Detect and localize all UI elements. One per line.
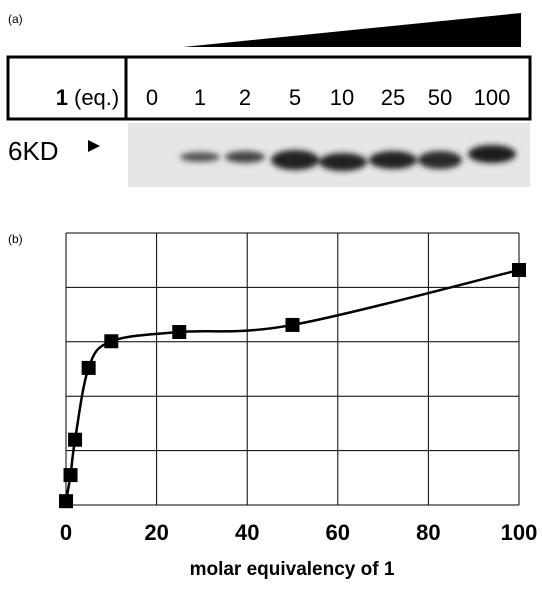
- figure: (a) 1 (eq.) 6KD (b) molar equivalency of…: [0, 0, 542, 585]
- data-point: [64, 468, 78, 482]
- lane-label: 2: [239, 85, 251, 110]
- x-axis-label: molar equivalency of 1: [190, 559, 395, 580]
- row-label-bold: 1: [56, 85, 68, 110]
- band: [418, 151, 462, 169]
- lane-label: 10: [330, 85, 354, 110]
- marker-arrow: [88, 140, 100, 152]
- x-tick-label: 40: [235, 520, 259, 545]
- lane-label: 50: [428, 85, 452, 110]
- x-tick-label: 60: [326, 520, 350, 545]
- concentration-wedge: [183, 13, 521, 47]
- x-tick-label: 0: [60, 520, 72, 545]
- band: [369, 151, 417, 169]
- lane-label: 25: [381, 85, 405, 110]
- x-tick-label: 100: [501, 520, 538, 545]
- lane-label: 100: [474, 85, 511, 110]
- panel-label: (b): [8, 232, 23, 246]
- data-point: [59, 494, 73, 508]
- lane-label: 1: [194, 85, 206, 110]
- x-tick-label: 80: [416, 520, 440, 545]
- page: {"panel_a": {"label": "(a)", "row_label_…: [0, 0, 542, 590]
- data-point: [68, 433, 82, 447]
- band: [468, 145, 516, 163]
- data-point: [104, 334, 118, 348]
- data-point: [172, 325, 186, 339]
- band: [319, 153, 367, 171]
- row-label: (eq.): [74, 85, 119, 110]
- band: [225, 151, 265, 163]
- panel-label: (a): [8, 12, 23, 26]
- x-tick-label: 20: [144, 520, 168, 545]
- band: [180, 152, 220, 162]
- series-line: [66, 270, 519, 501]
- data-point: [512, 263, 526, 277]
- size-marker: 6KD: [8, 136, 59, 166]
- data-point: [82, 361, 96, 375]
- band: [271, 150, 319, 170]
- lane-label: 5: [289, 85, 301, 110]
- lane-label: 0: [146, 85, 158, 110]
- data-point: [286, 318, 300, 332]
